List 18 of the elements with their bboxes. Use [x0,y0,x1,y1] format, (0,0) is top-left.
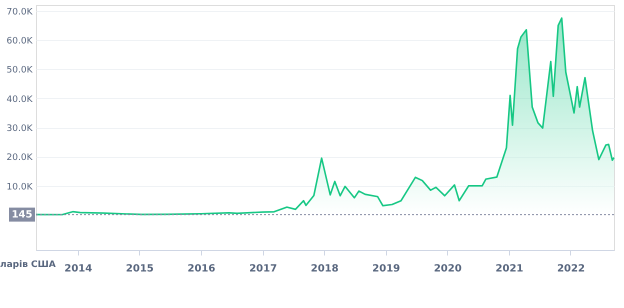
y-tick-label: 50.0K [6,66,34,76]
text: ларів США [0,260,56,270]
x-tick-label: 2020 [434,264,462,274]
x-tick-label: 2016 [187,264,216,274]
x-tick-label: 2015 [126,264,154,274]
x-tick-label: 2014 [64,264,92,274]
x-tick-label: 2022 [557,264,585,274]
x-tick-label: 2018 [310,264,339,274]
y-tick-label: 30.0K [6,124,34,134]
y-tick-label: 10.0K [6,182,34,192]
y-tick-label: 60.0K [6,36,34,46]
x-tick-label: 2019 [372,264,400,274]
y-tick-label: 70.0K [6,7,34,18]
y-tick-label: 20.0K [6,153,34,164]
x-tick-label: 2017 [249,264,278,274]
x-tick-label: 2021 [496,264,524,274]
y-tick-label: 40.0K [6,94,34,105]
ref-line-label: 145 [12,210,32,221]
